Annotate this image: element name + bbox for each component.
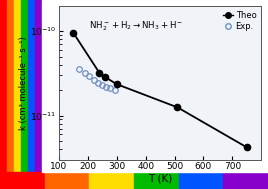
Legend: Theo, Exp.: Theo, Exp. <box>222 10 257 32</box>
Y-axis label: k (cm³ molecule⁻¹ s⁻¹): k (cm³ molecule⁻¹ s⁻¹) <box>19 36 28 130</box>
Bar <box>0 0 7 172</box>
Bar <box>179 172 223 189</box>
Bar <box>45 172 89 189</box>
Bar <box>35 0 42 172</box>
Bar <box>223 172 268 189</box>
Bar <box>28 0 35 172</box>
Text: $\rm NH_2^-+H_2 \rightarrow NH_3+H^-$: $\rm NH_2^-+H_2 \rightarrow NH_3+H^-$ <box>89 19 183 33</box>
X-axis label: T (K): T (K) <box>148 174 172 184</box>
Bar <box>89 172 134 189</box>
Bar <box>0 172 45 189</box>
Bar <box>134 172 179 189</box>
Bar <box>42 0 268 172</box>
Bar <box>14 0 21 172</box>
Bar <box>7 0 14 172</box>
Bar <box>21 0 28 172</box>
